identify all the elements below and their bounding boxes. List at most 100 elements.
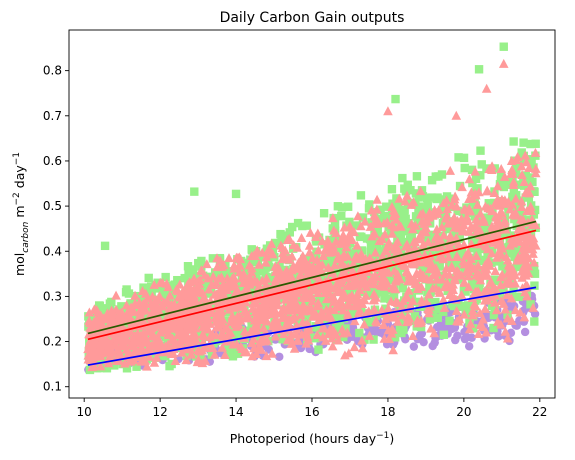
data-point-square (183, 262, 193, 271)
data-point-triangle (219, 285, 229, 295)
data-point-triangle (370, 270, 380, 280)
data-point-square (526, 139, 535, 149)
data-point-triangle (438, 294, 449, 304)
data-point-triangle (474, 187, 484, 197)
data-point-triangle (427, 210, 438, 220)
data-point-triangle (345, 221, 355, 231)
data-point-triangle (316, 307, 327, 317)
data-point-square (356, 191, 366, 200)
data-point-triangle (119, 311, 129, 321)
data-point-triangle (130, 298, 140, 308)
data-point-triangle (285, 287, 296, 297)
data-point-square (173, 275, 182, 285)
data-point-triangle (513, 224, 524, 234)
x-tick-label: 12 (152, 405, 167, 419)
data-point-triangle (357, 253, 368, 263)
data-point-square (352, 221, 362, 230)
data-point-square (380, 234, 389, 243)
data-point-square (510, 249, 519, 258)
data-point-triangle (521, 188, 532, 198)
data-point-circle (275, 352, 284, 361)
data-point-triangle (211, 289, 222, 299)
data-point-triangle (387, 324, 398, 334)
data-point-triangle (250, 319, 261, 329)
data-point-triangle (443, 218, 453, 228)
data-point-square (415, 202, 424, 211)
data-point-triangle (331, 329, 342, 339)
data-point-triangle (524, 162, 534, 172)
data-point-triangle (438, 198, 449, 208)
data-point-triangle (508, 180, 519, 190)
fit-line (87, 286, 537, 366)
data-point-triangle (371, 317, 382, 327)
data-point-triangle (377, 271, 388, 281)
data-point-triangle (347, 290, 357, 300)
data-point-square (392, 194, 401, 203)
data-point-square (530, 281, 539, 290)
data-point-triangle (414, 269, 425, 279)
data-point-triangle (107, 312, 118, 322)
data-point-triangle (403, 276, 413, 286)
data-point-square (165, 361, 174, 371)
data-point-triangle (176, 327, 187, 337)
data-point-triangle (502, 313, 513, 323)
data-point-triangle (239, 273, 249, 283)
data-point-square (477, 255, 487, 265)
data-point-triangle (461, 266, 471, 276)
data-point-triangle (516, 201, 527, 211)
data-point-square (144, 273, 153, 283)
data-point-triangle (353, 211, 363, 221)
data-point-triangle (484, 164, 495, 174)
data-point-triangle (487, 284, 498, 294)
data-point-square (427, 193, 436, 202)
data-point-square (212, 336, 221, 346)
data-point-triangle (360, 216, 370, 226)
data-point-triangle (427, 283, 438, 293)
data-point-square (472, 208, 482, 217)
data-point-triangle (372, 194, 382, 204)
data-point-triangle (456, 213, 467, 223)
data-point-triangle (506, 168, 516, 178)
data-point-square (139, 283, 148, 292)
data-point-triangle (277, 305, 288, 315)
data-point-triangle (218, 260, 229, 270)
data-point-triangle (267, 298, 278, 308)
data-point-square (521, 193, 530, 202)
y-tick-label: 0.1 (43, 380, 62, 394)
data-point-square (509, 283, 518, 293)
data-point-triangle (96, 336, 106, 346)
data-point-triangle (417, 298, 428, 308)
data-point-triangle (323, 262, 333, 272)
data-point-triangle (235, 341, 246, 351)
data-point-square (158, 313, 168, 323)
data-point-triangle (518, 232, 529, 242)
data-point-triangle (229, 260, 239, 270)
data-point-triangle (312, 330, 323, 340)
data-point-triangle (518, 214, 528, 224)
data-point-triangle (141, 337, 151, 347)
data-point-triangle (277, 312, 287, 322)
data-point-circle (467, 333, 476, 342)
data-point-triangle (170, 356, 181, 366)
data-point-square (375, 248, 384, 258)
data-point-triangle (388, 345, 398, 355)
data-point-triangle (93, 320, 104, 330)
x-axis-ticks: 10 12 14 16 18 20 22 (77, 398, 547, 419)
data-point-triangle (365, 253, 375, 263)
data-point-triangle (175, 279, 185, 289)
data-point-triangle (104, 324, 114, 334)
data-point-triangle (486, 248, 497, 258)
data-point-triangle (325, 312, 336, 322)
outlier-point-square (499, 42, 508, 51)
data-point-square (425, 315, 435, 324)
data-point-triangle (530, 147, 541, 157)
data-point-triangle (138, 316, 149, 326)
data-point-square (401, 214, 410, 223)
data-point-triangle (304, 247, 315, 257)
data-point-triangle (282, 281, 292, 291)
data-point-triangle (525, 181, 536, 191)
data-point-triangle (412, 257, 423, 267)
data-point-triangle (176, 317, 187, 327)
data-point-triangle (445, 242, 455, 252)
